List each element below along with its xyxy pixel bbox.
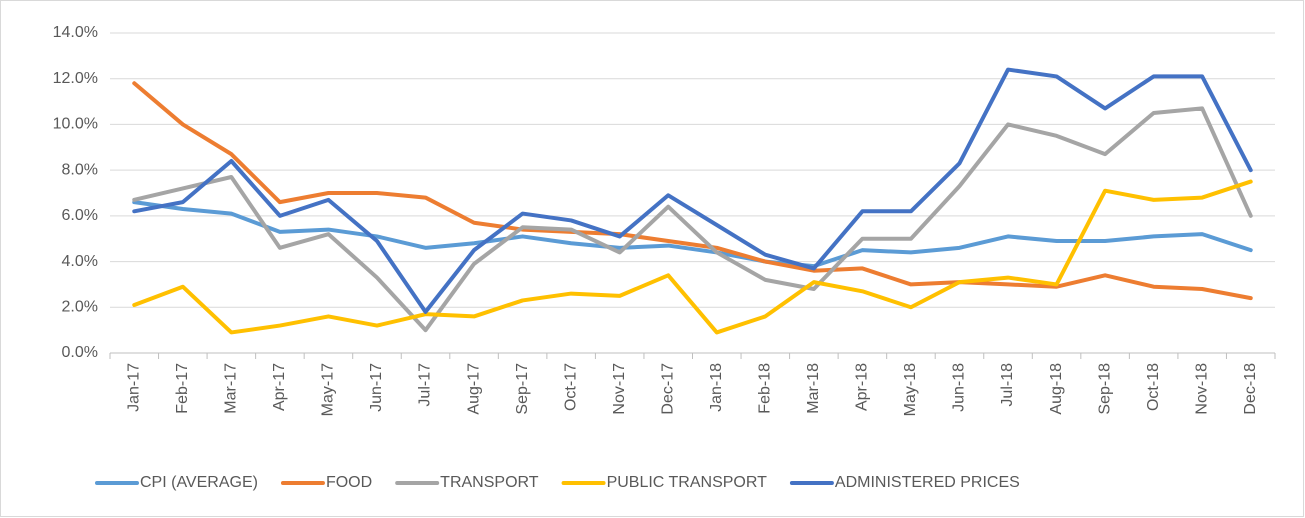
y-tick-label: 2.0% xyxy=(62,299,98,316)
series-line xyxy=(132,67,1253,314)
x-tick-label: Jul-17 xyxy=(417,363,434,407)
x-tick-label: Jun-17 xyxy=(368,363,385,412)
y-tick-label: 8.0% xyxy=(62,161,98,178)
y-tick-label: 14.0% xyxy=(53,24,98,41)
y-tick-label: 0.0% xyxy=(62,344,98,361)
legend-label: TRANSPORT xyxy=(440,474,539,491)
series-line xyxy=(132,106,1253,333)
x-tick-label: Sep-18 xyxy=(1096,363,1113,415)
x-tick-label: Dec-17 xyxy=(659,363,676,415)
x-tick-label: Jan-17 xyxy=(125,363,142,412)
x-tick-label: Jun-18 xyxy=(951,363,968,412)
series-line xyxy=(132,81,1253,301)
x-tick-label: Feb-18 xyxy=(757,363,774,414)
x-tick-label: Sep-17 xyxy=(514,363,531,415)
x-tick-label: Oct-17 xyxy=(562,363,579,411)
series-line xyxy=(132,179,1253,335)
x-tick-label: Jul-18 xyxy=(999,363,1016,407)
series-line xyxy=(132,200,1253,269)
y-tick-label: 6.0% xyxy=(62,207,98,224)
x-tick-label: Aug-17 xyxy=(465,363,482,415)
x-tick-label: May-17 xyxy=(320,363,337,416)
legend-label: ADMINISTERED PRICES xyxy=(835,474,1020,491)
y-tick-label: 10.0% xyxy=(53,116,98,133)
x-tick-label: Oct-18 xyxy=(1145,363,1162,411)
legend-label: PUBLIC TRANSPORT xyxy=(607,474,768,491)
x-tick-label: Mar-17 xyxy=(223,363,240,414)
legend-label: CPI (AVERAGE) xyxy=(140,474,258,491)
x-tick-label: Jan-18 xyxy=(708,363,725,412)
legend-label: FOOD xyxy=(326,474,372,491)
x-tick-label: Apr-18 xyxy=(854,363,871,411)
x-tick-label: Apr-17 xyxy=(271,363,288,411)
y-tick-label: 12.0% xyxy=(53,70,98,87)
x-tick-label: Dec-18 xyxy=(1242,363,1259,415)
x-tick-label: Feb-17 xyxy=(174,363,191,414)
x-tick-label: Nov-18 xyxy=(1193,363,1210,415)
y-tick-label: 4.0% xyxy=(62,253,98,270)
x-tick-label: Aug-18 xyxy=(1048,363,1065,415)
x-tick-label: Mar-18 xyxy=(805,363,822,414)
x-tick-label: May-18 xyxy=(902,363,919,416)
x-tick-label: Nov-17 xyxy=(611,363,628,415)
